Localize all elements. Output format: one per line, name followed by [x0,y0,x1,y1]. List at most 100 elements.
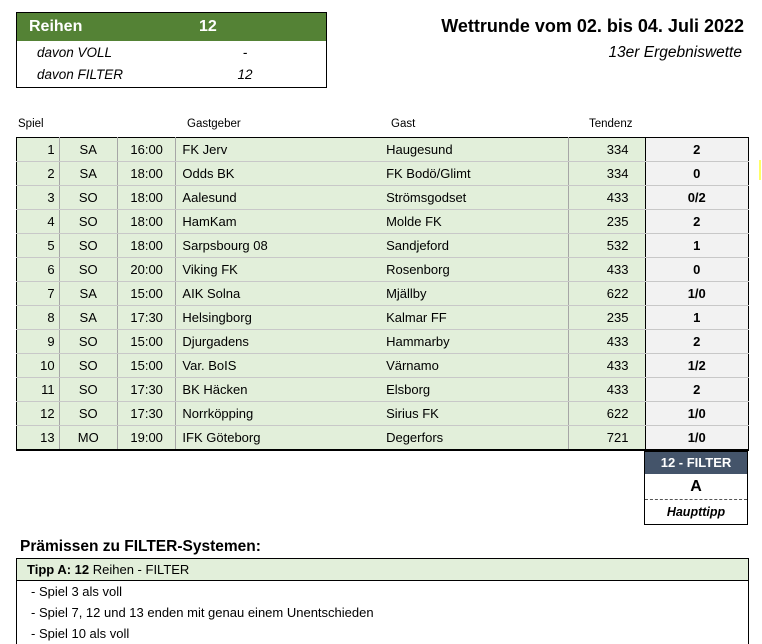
home-team: Helsingborg [175,305,381,330]
page-subtitle: 13er Ergebniswette [608,44,742,61]
tipp-label: Tipp A: [27,562,72,577]
match-day: SO [59,329,118,354]
home-team: HamKam [175,209,381,234]
away-team: Degerfors [380,425,570,451]
match-tendency: 433 [568,257,646,282]
match-time: 18:00 [117,233,177,258]
home-team: IFK Göteborg [175,425,381,451]
match-tendency: 433 [568,353,646,378]
match-tip: 1 [645,305,749,330]
match-time: 19:00 [117,425,177,451]
filter-value: 12 [237,66,253,82]
match-row: 3 SO 18:00 Aalesund Strömsgodset 433 0/2 [16,185,749,210]
away-team: Hammarby [380,329,570,354]
match-tendency: 622 [568,401,646,426]
match-number: 2 [16,161,60,186]
match-row: 9 SO 15:00 Djurgadens Hammarby 433 2 [16,329,749,354]
col-header-tendenz: Tendenz [589,118,633,130]
match-tendency: 334 [568,137,646,162]
match-time: 16:00 [117,137,177,162]
away-team: Rosenborg [380,257,570,282]
col-header-gastgeber: Gastgeber [187,118,241,130]
selection-marker [759,160,761,180]
reihen-value: 12 [199,18,217,35]
match-tip: 2 [645,377,749,402]
match-row: 11 SO 17:30 BK Häcken Elsborg 433 2 [16,377,749,402]
match-row: 5 SO 18:00 Sarpsbourg 08 Sandjeford 532 1 [16,233,749,258]
match-row: 7 SA 15:00 AIK Solna Mjällby 622 1/0 [16,281,749,306]
match-time: 15:00 [117,329,177,354]
match-day: SO [59,377,118,402]
match-number: 11 [16,377,60,402]
match-row: 13 MO 19:00 IFK Göteborg Degerfors 721 1/0 [16,425,749,451]
home-team: BK Häcken [175,377,381,402]
match-number: 10 [16,353,60,378]
match-tip: 1/0 [645,425,749,451]
match-number: 13 [16,425,60,451]
away-team: Elsborg [380,377,570,402]
away-team: Sirius FK [380,401,570,426]
premise-item: - Spiel 10 als voll [31,626,130,641]
home-team: Aalesund [175,185,381,210]
match-row: 4 SO 18:00 HamKam Molde FK 235 2 [16,209,749,234]
match-tendency: 334 [568,161,646,186]
match-tendency: 721 [568,425,646,451]
match-tendency: 433 [568,185,646,210]
reihen-label: Reihen [29,18,83,35]
match-tendency: 235 [568,305,646,330]
away-team: Haugesund [380,137,570,162]
match-table: 1 SA 16:00 FK Jerv Haugesund 334 2 2 SA 18:00 Odds… [16,137,749,451]
col-header-spiel: Spiel [18,118,44,130]
match-day: SA [59,305,118,330]
match-tendency: 532 [568,233,646,258]
match-time: 17:30 [117,377,177,402]
match-number: 3 [16,185,60,210]
match-time: 18:00 [117,185,177,210]
match-tendency: 433 [568,377,646,402]
home-team: Sarpsbourg 08 [175,233,381,258]
tipp-count: 12 [74,562,90,577]
premises-box: Tipp A: 12 Reihen - FILTER - Spiel 3 als… [16,558,749,644]
match-day: SO [59,401,118,426]
match-day: SO [59,209,118,234]
match-day: SO [59,185,118,210]
match-row: 1 SA 16:00 FK Jerv Haugesund 334 2 [16,137,749,162]
match-tip: 1/0 [645,401,749,426]
summary-box: Reihen 12 davon VOLL - davon FILTER 12 [16,12,327,88]
filter-box: 12 - FILTER A Haupttipp [644,451,748,525]
match-number: 8 [16,305,60,330]
home-team: Viking FK [175,257,381,282]
home-team: Norrköpping [175,401,381,426]
filter-label: davon FILTER [37,66,124,82]
away-team: Sandjeford [380,233,570,258]
match-number: 6 [16,257,60,282]
match-time: 15:00 [117,281,177,306]
match-tip: 1/2 [645,353,749,378]
match-day: SO [59,257,118,282]
voll-label: davon VOLL [37,44,113,60]
match-tip: 2 [645,137,749,162]
premise-item: - Spiel 7, 12 und 13 enden mit genau ein… [31,605,374,620]
match-number: 12 [16,401,60,426]
match-number: 7 [16,281,60,306]
match-tip: 0 [645,161,749,186]
match-row: 12 SO 17:30 Norrköpping Sirius FK 622 1/0 [16,401,749,426]
home-team: Djurgadens [175,329,381,354]
summary-row-filter: davon FILTER 12 [17,63,326,85]
premises-header: Tipp A: 12 Reihen - FILTER [17,559,748,581]
match-tip: 0 [645,257,749,282]
match-day: SA [59,137,118,162]
page-title: Wettrunde vom 02. bis 04. Juli 2022 [441,16,744,36]
summary-header: Reihen 12 [17,13,326,41]
col-header-gast: Gast [391,118,416,130]
match-number: 5 [16,233,60,258]
match-time: 18:00 [117,209,177,234]
match-tip: 2 [645,329,749,354]
match-day: SO [59,353,118,378]
home-team: FK Jerv [175,137,381,162]
filter-header: 12 - FILTER [645,452,747,474]
match-number: 4 [16,209,60,234]
home-team: AIK Solna [175,281,381,306]
filter-label: Haupttipp [666,505,726,519]
tipp-rest: Reihen - FILTER [89,562,190,577]
